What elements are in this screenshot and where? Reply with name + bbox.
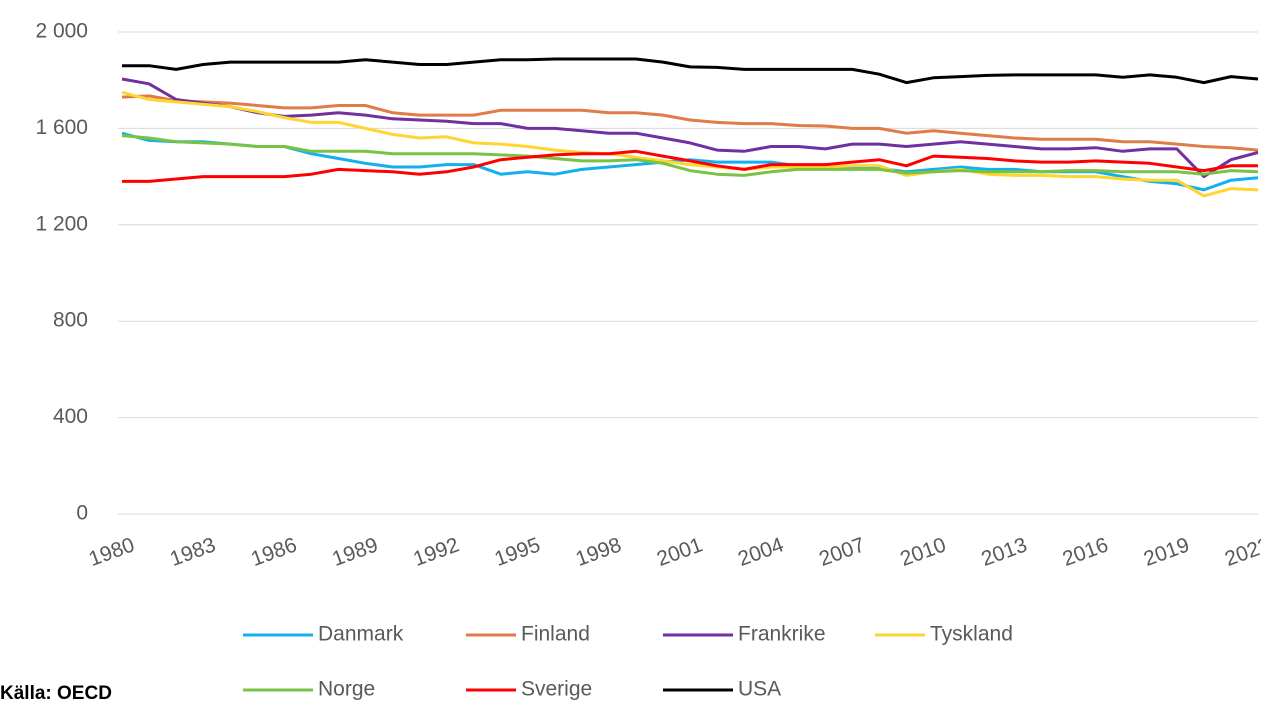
x-tick-label: 2013 (978, 533, 1030, 571)
legend-label: USA (738, 678, 781, 701)
legend-label: Sverige (521, 678, 592, 701)
x-tick-label: 2004 (735, 533, 787, 571)
y-tick-label: 0 (76, 502, 88, 525)
x-tick-label: 1980 (86, 533, 138, 571)
x-tick-label: 2001 (654, 533, 706, 571)
x-tick-label: 1998 (573, 533, 625, 571)
x-tick-label: 1989 (329, 533, 381, 571)
series-line (121, 94, 1259, 152)
x-tick-label: 2016 (1060, 533, 1112, 571)
y-tick-label: 1 200 (35, 212, 88, 235)
x-tick-label: 2010 (897, 533, 949, 571)
series-line (122, 57, 1259, 85)
source: Källa: OECD (0, 683, 112, 702)
legend-label: Finland (521, 623, 590, 646)
x-tick-label: 2007 (816, 533, 868, 571)
y-tick-label: 1 600 (35, 116, 88, 139)
x-tick-label: 2019 (1141, 533, 1193, 571)
legend-label: Danmark (318, 623, 404, 646)
x-tick-label: 2022 (1222, 533, 1261, 571)
series-line (121, 90, 1259, 198)
y-tick-label: 800 (53, 309, 88, 332)
x-tick-label: 1983 (167, 533, 219, 571)
series-line (122, 149, 1258, 183)
x-tick-label: 1992 (410, 533, 462, 571)
legend-label: Norge (318, 678, 375, 701)
y-tick-label: 400 (53, 405, 88, 428)
x-tick-label: 1995 (492, 533, 544, 571)
y-tick-label: 2 000 (35, 20, 88, 43)
legend-label: Tyskland (930, 623, 1013, 646)
x-tick-label: 1986 (248, 533, 300, 571)
series-line (121, 134, 1259, 177)
legend-label: Frankrike (738, 623, 826, 646)
series-line (121, 77, 1259, 179)
